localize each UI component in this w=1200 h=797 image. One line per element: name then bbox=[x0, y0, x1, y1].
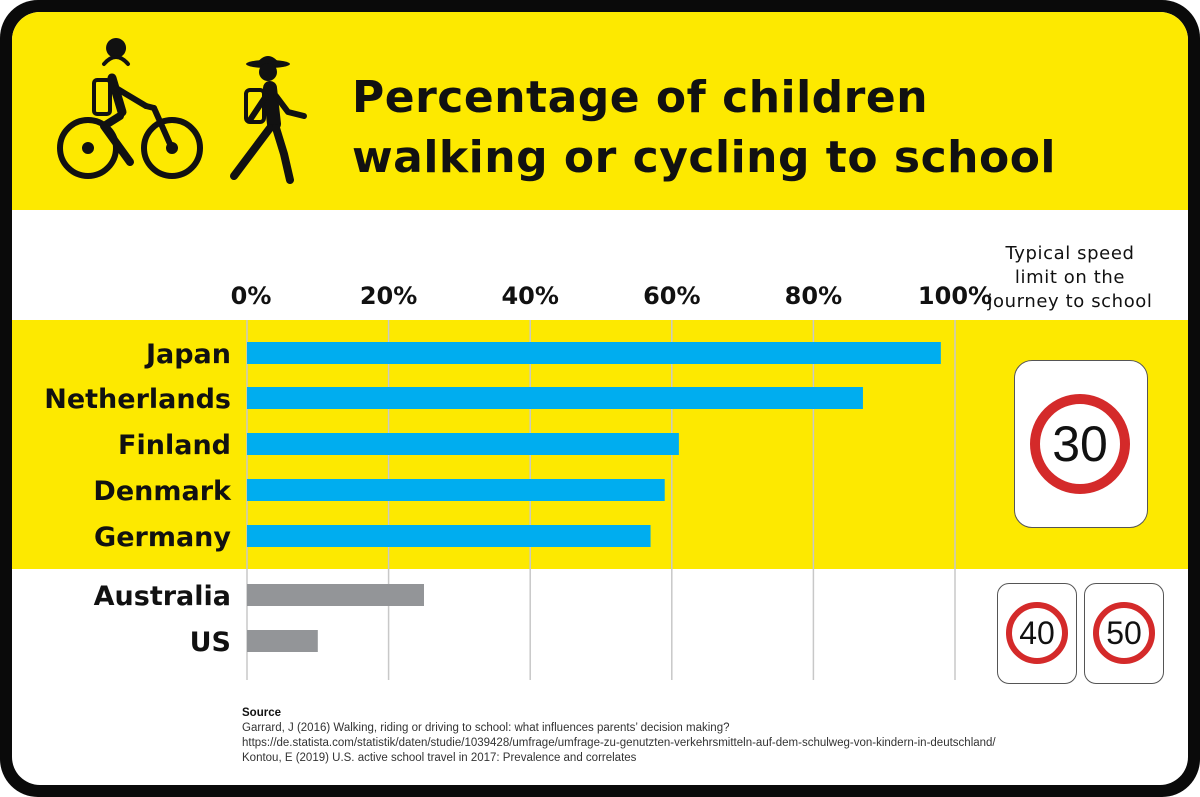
speed-title-line-3: journey to school bbox=[987, 291, 1153, 312]
speed-sign-40-value: 40 bbox=[1006, 602, 1068, 664]
header-icons bbox=[57, 38, 307, 184]
speed-limit-title: Typical speed limit on the journey to sc… bbox=[970, 242, 1170, 314]
bar-germany bbox=[247, 525, 651, 547]
bar-chart: 0% 20% 40% 60% 80% 100% Japan Netherlands Finla… bbox=[44, 282, 992, 680]
bar-netherlands bbox=[247, 387, 863, 409]
speed-sign-40: 40 bbox=[997, 583, 1077, 684]
speed-title-line-2: limit on the bbox=[1014, 267, 1126, 288]
speed-sign-50: 50 bbox=[1084, 583, 1164, 684]
bar-japan bbox=[247, 342, 941, 364]
category-labels: Japan Netherlands Finland Denmark Germany Aus… bbox=[44, 339, 232, 658]
source-line-1: Garrard, J (2016) Walking, riding or dri… bbox=[242, 722, 730, 734]
category-label: Australia bbox=[94, 581, 231, 612]
walking-child-icon bbox=[230, 56, 307, 184]
x-tick-labels: 0% 20% 40% 60% 80% 100% bbox=[231, 282, 992, 310]
bar-denmark bbox=[247, 479, 665, 501]
source-notes: Source Garrard, J (2016) Walking, riding… bbox=[242, 706, 1182, 766]
x-tick-label: 60% bbox=[643, 282, 700, 310]
x-tick-label: 40% bbox=[501, 282, 558, 310]
x-tick-label: 20% bbox=[360, 282, 417, 310]
x-tick-label: 80% bbox=[785, 282, 842, 310]
bicycle-rider-icon bbox=[57, 38, 203, 179]
category-label: Finland bbox=[118, 430, 231, 461]
speed-sign-30-value: 30 bbox=[1030, 394, 1130, 494]
bars bbox=[247, 342, 941, 652]
speed-sign-50-value: 50 bbox=[1093, 602, 1155, 664]
category-label: Netherlands bbox=[44, 384, 231, 415]
speed-title-line-1: Typical speed bbox=[1005, 243, 1135, 264]
category-label: Japan bbox=[144, 339, 231, 370]
infographic-panel: Percentage of children walking or cyclin… bbox=[12, 12, 1188, 785]
bar-australia bbox=[247, 584, 424, 606]
bar-us bbox=[247, 630, 318, 652]
category-label: Germany bbox=[94, 522, 231, 553]
source-line-3: Kontou, E (2019) U.S. active school trav… bbox=[242, 752, 637, 764]
category-label: US bbox=[190, 627, 231, 658]
category-label: Denmark bbox=[93, 476, 232, 507]
page-title: Percentage of children walking or cyclin… bbox=[352, 68, 1172, 188]
source-heading: Source bbox=[242, 707, 281, 719]
title-line-1: Percentage of children bbox=[352, 72, 929, 123]
speed-sign-30: 30 bbox=[1014, 360, 1148, 528]
x-tick-label: 0% bbox=[231, 282, 272, 310]
header-band bbox=[12, 12, 1188, 210]
title-line-2: walking or cycling to school bbox=[352, 132, 1057, 183]
source-line-2: https://de.statista.com/statistik/daten/… bbox=[242, 737, 996, 749]
bar-finland bbox=[247, 433, 679, 455]
x-tick-label: 100% bbox=[918, 282, 992, 310]
